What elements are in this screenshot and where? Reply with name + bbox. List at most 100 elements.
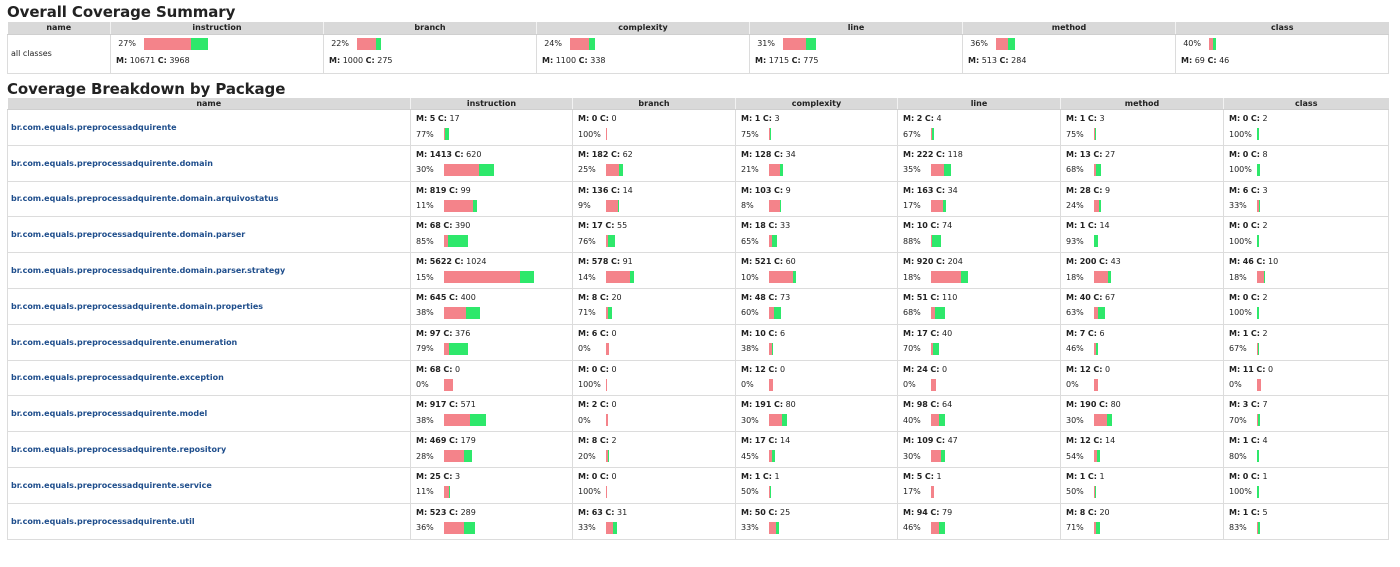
missed-label: M: xyxy=(542,55,554,65)
missed-covered-counts: M: 1 C: 1 xyxy=(741,471,897,482)
col-header-class[interactable]: class xyxy=(1175,22,1389,35)
missed-label: M: xyxy=(416,221,428,231)
package-link[interactable]: br.com.equals.preprocessadquirente.domai… xyxy=(11,266,286,276)
covered-segment xyxy=(961,271,968,284)
missed-count: 1 xyxy=(1079,114,1086,123)
bar-line: 17% xyxy=(903,199,1060,212)
covered-count: 34 xyxy=(785,149,796,159)
missed-covered-counts: M: 0 C: 1 xyxy=(1229,471,1388,482)
missed-segment xyxy=(769,235,772,248)
col-header-instruction[interactable]: instruction xyxy=(110,22,324,35)
coverage-percent: 36% xyxy=(970,39,988,48)
bar-line: 65% xyxy=(741,235,897,248)
missed-label: M: xyxy=(741,149,753,159)
missed-count: 190 xyxy=(1079,400,1097,410)
missed-covered-counts: M: 0 C: 0 xyxy=(578,113,735,124)
covered-label: C: xyxy=(599,292,609,302)
package-link[interactable]: br.com.equals.preprocessadquirente.servi… xyxy=(11,480,212,490)
missed-count: 68 xyxy=(429,221,441,231)
package-link[interactable]: br.com.equals.preprocessadquirente.domai… xyxy=(11,301,264,311)
coverage-percent: 35% xyxy=(903,165,921,175)
missed-covered-counts: M: 819 C: 99 xyxy=(416,185,572,196)
bar-line: 0% xyxy=(1229,378,1388,391)
package-link[interactable]: br.com.equals.preprocessadquirente.repos… xyxy=(11,445,227,455)
covered-segment xyxy=(1257,163,1260,176)
bar-line: 18% xyxy=(1066,271,1223,284)
missed-count: 103 xyxy=(754,185,772,195)
missed-segment xyxy=(357,37,376,50)
metric-cell-method: M: 200 C: 43 18% xyxy=(1060,252,1224,289)
metric-cell-class: M: 3 C: 7 70% xyxy=(1223,395,1389,433)
covered-count: 179 xyxy=(460,436,476,446)
missed-label: M: xyxy=(1066,328,1078,338)
coverage-bar xyxy=(1094,521,1100,534)
col-header-complexity[interactable]: complexity xyxy=(536,22,750,35)
bar-line: 100% xyxy=(1229,128,1388,140)
table-row: br.com.equals.preprocessadquirente.servi… xyxy=(7,467,1389,504)
covered-count: 60 xyxy=(785,257,796,267)
coverage-percent: 0% xyxy=(1229,380,1242,390)
missed-segment xyxy=(606,235,608,248)
coverage-bar xyxy=(606,235,615,248)
coverage-bar xyxy=(1094,235,1098,248)
package-link[interactable]: br.com.equals.preprocessadquirente.util xyxy=(11,516,195,526)
col-header-name[interactable]: name xyxy=(7,97,411,110)
metric-cell-branch: 22% M: 1000 C: 275 xyxy=(323,34,537,74)
coverage-bar xyxy=(606,128,607,140)
covered-count: 43 xyxy=(1110,257,1121,267)
metric-cell-branch: M: 17 C: 55 76% xyxy=(572,216,736,254)
missed-segment xyxy=(1094,450,1097,463)
package-link[interactable]: br.com.equals.preprocessadquirente.domai… xyxy=(11,158,213,168)
covered-count: 775 xyxy=(803,55,819,65)
missed-count: 521 xyxy=(754,257,772,267)
missed-segment xyxy=(931,163,944,176)
metric-cell-method: M: 1 C: 1 50% xyxy=(1060,467,1224,504)
covered-label: C: xyxy=(443,364,453,374)
row-name: br.com.equals.preprocessadquirente xyxy=(7,109,411,146)
missed-label: M: xyxy=(1229,328,1241,338)
col-header-complexity[interactable]: complexity xyxy=(735,97,898,110)
metric-cell-instruction: M: 68 C: 390 85% xyxy=(410,216,573,254)
col-header-class[interactable]: class xyxy=(1223,97,1389,110)
covered-count: 390 xyxy=(455,221,471,231)
metric-cell-line: 31% M: 1715 C: 775 xyxy=(749,34,963,74)
package-link[interactable]: br.com.equals.preprocessadquirente.enume… xyxy=(11,337,238,347)
covered-label: C: xyxy=(578,55,588,65)
coverage-percent: 30% xyxy=(416,165,434,175)
package-link[interactable]: br.com.equals.preprocessadquirente.domai… xyxy=(11,230,246,240)
coverage-percent: 30% xyxy=(741,415,759,425)
col-header-instruction[interactable]: instruction xyxy=(410,97,573,110)
package-link[interactable]: br.com.equals.preprocessadquirente xyxy=(11,122,177,132)
col-header-method[interactable]: method xyxy=(1060,97,1224,110)
coverage-bar xyxy=(1094,163,1101,176)
package-link[interactable]: br.com.equals.preprocessadquirente.domai… xyxy=(11,194,279,204)
missed-label: M: xyxy=(741,328,753,338)
coverage-percent: 100% xyxy=(1229,236,1252,246)
package-link[interactable]: br.com.equals.preprocessadquirente.model xyxy=(11,409,208,419)
covered-count: 9 xyxy=(785,185,791,195)
package-link[interactable]: br.com.equals.preprocessadquirente.excep… xyxy=(11,373,224,383)
missed-label: M: xyxy=(903,364,915,374)
col-header-method[interactable]: method xyxy=(962,22,1176,35)
col-header-line[interactable]: line xyxy=(897,97,1061,110)
missed-label: M: xyxy=(1229,436,1241,446)
package-header-row: name instruction branch complexity line … xyxy=(7,97,1389,110)
missed-label: M: xyxy=(1181,55,1193,65)
missed-count: 5622 xyxy=(429,257,452,267)
coverage-bar xyxy=(606,342,609,355)
coverage-bar xyxy=(769,306,781,319)
missed-covered-counts: M: 521 C: 60 xyxy=(741,256,897,267)
missed-covered-counts: M: 0 C: 0 xyxy=(578,471,735,482)
col-header-branch[interactable]: branch xyxy=(323,22,537,35)
missed-segment xyxy=(606,414,608,427)
overall-coverage-table: name instruction branch complexity line … xyxy=(7,22,1389,74)
col-header-line[interactable]: line xyxy=(749,22,963,35)
missed-label: M: xyxy=(578,292,590,302)
missed-segment xyxy=(606,485,607,498)
missed-count: 1 xyxy=(1079,471,1086,481)
col-header-branch[interactable]: branch xyxy=(572,97,736,110)
col-header-name[interactable]: name xyxy=(7,22,111,35)
missed-segment xyxy=(769,128,770,140)
covered-segment xyxy=(1108,271,1111,284)
covered-count: 40 xyxy=(942,328,953,338)
